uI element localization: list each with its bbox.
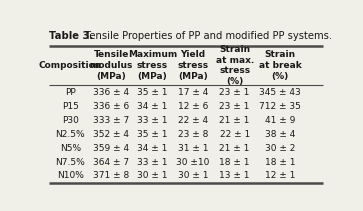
Text: N7.5%: N7.5% bbox=[56, 158, 85, 166]
Text: 359 ± 4: 359 ± 4 bbox=[93, 144, 130, 153]
Text: 336 ± 4: 336 ± 4 bbox=[93, 88, 130, 97]
Text: Maximum
stress
(MPa): Maximum stress (MPa) bbox=[128, 50, 177, 81]
Text: 33 ± 1: 33 ± 1 bbox=[137, 158, 168, 166]
Text: 35 ± 1: 35 ± 1 bbox=[137, 130, 168, 139]
Text: Composition: Composition bbox=[38, 61, 102, 70]
Text: Strain
at max.
stress
(%): Strain at max. stress (%) bbox=[216, 45, 254, 86]
Text: 21 ± 1: 21 ± 1 bbox=[220, 144, 250, 153]
Text: 23 ± 1: 23 ± 1 bbox=[220, 88, 250, 97]
Text: 18 ± 1: 18 ± 1 bbox=[265, 158, 295, 166]
Text: 336 ± 6: 336 ± 6 bbox=[93, 102, 130, 111]
Text: Tensile
modulus
(MPa): Tensile modulus (MPa) bbox=[90, 50, 133, 81]
Text: 34 ± 1: 34 ± 1 bbox=[137, 102, 168, 111]
Text: 30 ± 1: 30 ± 1 bbox=[178, 172, 208, 180]
Text: N2.5%: N2.5% bbox=[56, 130, 85, 139]
Text: P15: P15 bbox=[62, 102, 79, 111]
Text: 21 ± 1: 21 ± 1 bbox=[220, 116, 250, 125]
Text: Yield
stress
(MPa): Yield stress (MPa) bbox=[177, 50, 208, 81]
Text: 31 ± 1: 31 ± 1 bbox=[178, 144, 208, 153]
Text: P30: P30 bbox=[62, 116, 79, 125]
Text: 30 ± 2: 30 ± 2 bbox=[265, 144, 295, 153]
Text: 33 ± 1: 33 ± 1 bbox=[137, 116, 168, 125]
Text: 34 ± 1: 34 ± 1 bbox=[137, 144, 168, 153]
Text: 22 ± 4: 22 ± 4 bbox=[178, 116, 208, 125]
Text: Strain
at break
(%): Strain at break (%) bbox=[258, 50, 301, 81]
Text: Table 3.: Table 3. bbox=[49, 31, 93, 41]
Text: 30 ±10: 30 ±10 bbox=[176, 158, 209, 166]
Text: 12 ± 6: 12 ± 6 bbox=[178, 102, 208, 111]
Text: N5%: N5% bbox=[60, 144, 81, 153]
Text: 38 ± 4: 38 ± 4 bbox=[265, 130, 295, 139]
Text: 371 ± 8: 371 ± 8 bbox=[93, 172, 130, 180]
Text: 333 ± 7: 333 ± 7 bbox=[93, 116, 130, 125]
Text: 22 ± 1: 22 ± 1 bbox=[220, 130, 250, 139]
Text: PP: PP bbox=[65, 88, 76, 97]
Text: 712 ± 35: 712 ± 35 bbox=[259, 102, 301, 111]
Text: 352 ± 4: 352 ± 4 bbox=[93, 130, 129, 139]
Text: 23 ± 8: 23 ± 8 bbox=[178, 130, 208, 139]
Text: 364 ± 7: 364 ± 7 bbox=[93, 158, 130, 166]
Text: 18 ± 1: 18 ± 1 bbox=[219, 158, 250, 166]
Text: 30 ± 1: 30 ± 1 bbox=[137, 172, 168, 180]
Text: 41 ± 9: 41 ± 9 bbox=[265, 116, 295, 125]
Text: 12 ± 1: 12 ± 1 bbox=[265, 172, 295, 180]
Text: 35 ± 1: 35 ± 1 bbox=[137, 88, 168, 97]
Text: 23 ± 1: 23 ± 1 bbox=[220, 102, 250, 111]
Text: 17 ± 4: 17 ± 4 bbox=[178, 88, 208, 97]
Text: N10%: N10% bbox=[57, 172, 84, 180]
Text: 13 ± 1: 13 ± 1 bbox=[219, 172, 250, 180]
Text: Tensile Properties of PP and modified PP systems.: Tensile Properties of PP and modified PP… bbox=[82, 31, 333, 41]
Text: 345 ± 43: 345 ± 43 bbox=[259, 88, 301, 97]
